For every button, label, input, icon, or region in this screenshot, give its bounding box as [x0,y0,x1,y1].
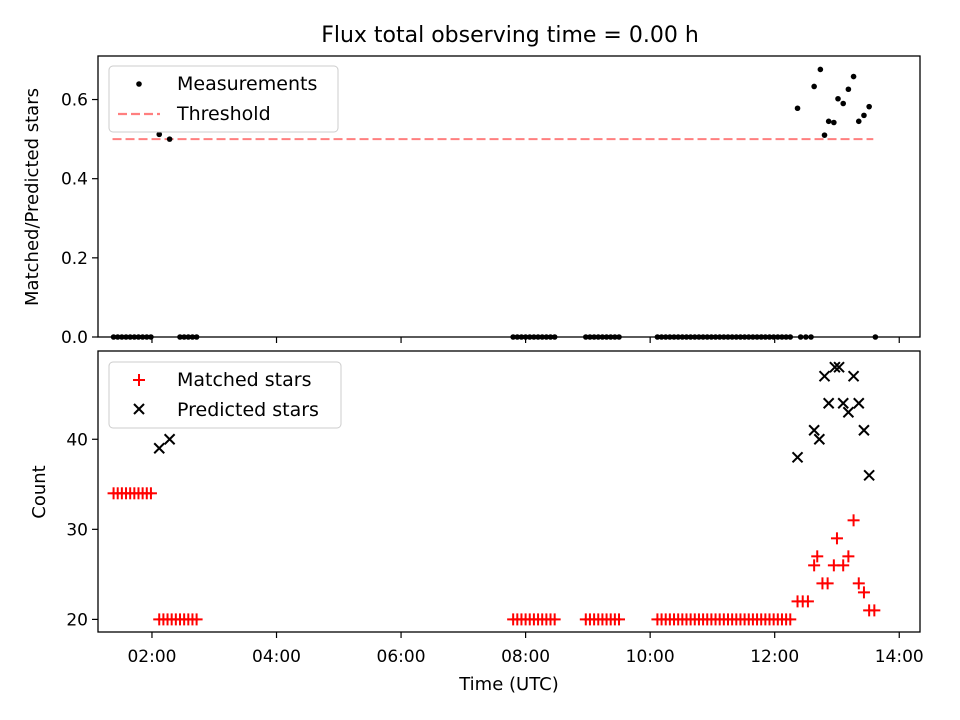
bottom-x-ticks: 02:00 04:00 06:00 08:00 10:00 12:00 14:00 [127,632,924,667]
measurement-point [811,83,817,90]
y-tick-label: 40 [66,430,88,450]
bottom-plot-marks [107,361,881,626]
measurement-point [156,131,163,138]
matched-star-point [784,613,797,626]
y-tick-label: 0.4 [61,170,88,190]
top-legend: Measurements Threshold [108,65,339,133]
predicted-star-point [833,361,845,373]
x-tick-label: 02:00 [127,647,176,667]
predicted-star-point [863,469,875,481]
predicted-star-point [153,442,165,454]
matched-star-point [808,559,821,572]
predicted-star-point [837,397,849,409]
top-y-axis-label: Matched/Predicted stars [22,88,43,306]
x-tick-label: 06:00 [377,647,426,667]
bottom-legend: Matched stars Predicted stars [108,361,342,429]
legend-measurements-label: Measurements [177,73,317,95]
predicted-star-point [818,370,831,382]
predicted-star-point [791,451,804,463]
matched-star-point [144,487,157,500]
legend-predicted-marker [133,403,145,415]
predicted-star-point [813,433,826,445]
matched-star-point [852,577,865,590]
measurement-point [831,119,837,126]
x-tick-label: 08:00 [501,647,550,667]
matched-star-point [811,550,824,563]
matched-star-point [548,613,561,626]
x-tick-label: 04:00 [252,647,301,667]
measurement-point [825,118,832,125]
matched-star-point [830,532,843,545]
legend-measurements-marker [136,81,142,87]
x-tick-label: 12:00 [750,647,799,667]
legend-matched-label: Matched stars [177,369,311,391]
y-tick-label: 0.2 [61,249,88,269]
measurement-point [794,105,801,112]
bottom-legend-box [108,361,342,429]
measurement-point [855,118,862,125]
measurement-point [850,73,857,80]
legend-matched-marker [133,374,145,386]
x-tick-label: 14:00 [875,647,924,667]
predicted-star-point [163,433,176,445]
matched-star-point [190,613,203,626]
top-panel: 0.0 0.2 0.4 0.6 Matched/Predicted stars Mea… [22,55,921,348]
matched-star-point [613,613,626,626]
measurement-point [840,100,846,107]
measurement-point [817,66,824,73]
matched-star-point [837,559,850,572]
predicted-star-point [858,424,870,436]
measurement-point [821,132,828,138]
predicted-star-point [842,406,855,418]
predicted-star-point [853,397,865,409]
y-tick-label: 0.6 [61,91,88,111]
predicted-star-point [808,424,820,436]
measurement-point [866,103,872,110]
chart-title: Flux total observing time = 0.00 h [321,23,699,48]
bottom-y-axis-label: Count [29,465,50,518]
predicted-star-point [822,397,835,409]
legend-predicted-label: Predicted stars [177,399,319,421]
matched-star-point [868,604,881,617]
predicted-star-point [829,361,841,373]
y-tick-label: 0.0 [61,328,88,348]
bottom-axes-frame [97,350,921,633]
bottom-y-ticks: 20 30 40 [66,430,98,630]
matched-star-point [842,550,855,563]
measurement-point [835,95,841,102]
bottom-panel: 20 30 40 02:00 04:00 06:00 08:00 10:00 12:00 14:… [29,350,924,695]
matched-star-point [821,577,834,590]
matched-star-point [801,595,814,608]
x-tick-label: 10:00 [626,647,675,667]
top-legend-box [108,65,339,133]
top-x-ticks [151,337,900,343]
measurement-point [845,86,852,93]
top-y-ticks: 0.0 0.2 0.4 0.6 [61,91,98,348]
y-tick-label: 30 [66,520,88,540]
matched-star-point [847,514,860,527]
x-axis-label: Time (UTC) [458,674,559,695]
matched-star-point [857,586,870,599]
y-tick-label: 20 [66,610,88,630]
measurement-point [861,112,867,119]
top-plot-marks [110,66,879,340]
top-axes-frame [97,55,921,338]
legend-threshold-label: Threshold [176,103,271,125]
predicted-star-point [847,370,860,382]
measurement-point [166,136,173,142]
